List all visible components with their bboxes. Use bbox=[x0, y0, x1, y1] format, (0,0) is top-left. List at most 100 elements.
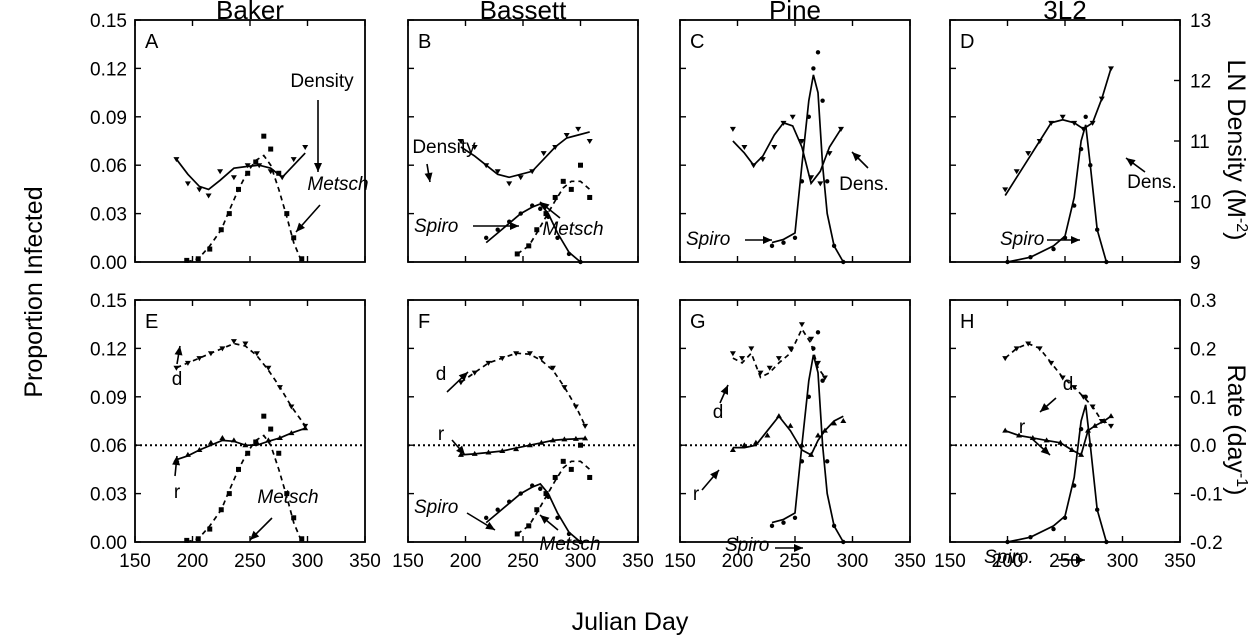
point-metsch-B-5 bbox=[560, 178, 566, 184]
point-spiro-G-0 bbox=[769, 523, 775, 529]
annotation-metsch-A: Metsch bbox=[307, 174, 368, 195]
point-r-F-9 bbox=[572, 435, 579, 441]
point-d-E-4 bbox=[219, 346, 226, 352]
panel-letter-H: H bbox=[960, 311, 974, 333]
point-d-F-1 bbox=[471, 370, 478, 376]
annotation-d-G: d bbox=[713, 402, 724, 423]
y-tick-label-right-H-1: -0.1 bbox=[1190, 485, 1223, 506]
point-d-G-1 bbox=[739, 356, 746, 362]
annotation-dens-C: Dens. bbox=[839, 174, 889, 195]
point-r-G-0 bbox=[729, 447, 736, 453]
point-r-F-1 bbox=[471, 450, 478, 456]
point-density-C-2 bbox=[750, 163, 757, 169]
point-spiro-D-5 bbox=[1078, 146, 1084, 152]
point-density-A-9 bbox=[279, 175, 286, 181]
point-d-F-9 bbox=[572, 404, 579, 410]
point-r-F-5 bbox=[526, 442, 533, 448]
point-r-G-4 bbox=[775, 413, 782, 419]
panel-frame-A bbox=[134, 19, 366, 263]
annotation-spiro-F: Spiro bbox=[414, 497, 458, 518]
panel-D: D 9 10 11 12 13 Spiro Dens. bbox=[949, 11, 1211, 274]
point-d-H-10 bbox=[1108, 423, 1114, 429]
series-line-metsch-E bbox=[186, 434, 303, 543]
point-d-G-4 bbox=[766, 365, 773, 371]
column-titles: Baker Bassett Pine 3L2 bbox=[216, 0, 1087, 25]
point-density-B-7 bbox=[540, 151, 547, 157]
x-tick-label-H-1: 200 bbox=[992, 551, 1024, 572]
point-r-G-3 bbox=[764, 432, 771, 438]
point-d-F-8 bbox=[561, 385, 568, 391]
point-spiro-F-8 bbox=[566, 531, 572, 537]
annotation-arrow-d-H-head bbox=[1040, 403, 1050, 412]
point-spiro-F-9 bbox=[578, 539, 583, 545]
series-line-d-H bbox=[1004, 342, 1112, 427]
point-density-C-4 bbox=[771, 145, 778, 151]
point-d-H-8 bbox=[1089, 404, 1096, 410]
point-metsch-A-2 bbox=[207, 246, 213, 252]
point-metsch-E-11 bbox=[284, 491, 290, 497]
point-spiro-C-1 bbox=[781, 240, 786, 245]
annotation-arrow-d-G-head bbox=[720, 385, 728, 395]
point-spiro-D-0 bbox=[1005, 259, 1010, 265]
annotation-arrow-d-F-head bbox=[458, 372, 468, 382]
y-tick-label-left-E-1: 0.03 bbox=[90, 485, 127, 506]
point-metsch-B-1 bbox=[526, 243, 532, 249]
panel-frame-E bbox=[134, 299, 366, 543]
point-metsch-A-10 bbox=[276, 170, 282, 176]
axis-titles: Julian Day Proportion Infected LN Densit… bbox=[20, 60, 1250, 636]
point-r-F-2 bbox=[485, 449, 492, 455]
x-tick-label-F-4: 350 bbox=[622, 551, 654, 572]
y-tick-label-left-A-0: 0.00 bbox=[90, 253, 127, 274]
point-metsch-B-3 bbox=[543, 211, 549, 217]
series-line-density-A bbox=[175, 152, 306, 191]
x-tick-label-F-2: 250 bbox=[507, 551, 539, 572]
point-d-E-8 bbox=[265, 365, 272, 371]
annotation-arrow-spiro-F-head bbox=[485, 521, 495, 530]
point-r-E-9 bbox=[276, 434, 283, 440]
point-metsch-F-3 bbox=[543, 491, 549, 497]
point-spiro-D-3 bbox=[1062, 235, 1068, 240]
point-spiro-B-7 bbox=[555, 235, 560, 240]
point-density-C-0 bbox=[729, 126, 736, 132]
point-metsch-A-0 bbox=[184, 257, 190, 263]
annotation-arrow-dens-D-head bbox=[1126, 158, 1136, 167]
point-r-G-5 bbox=[787, 422, 794, 428]
point-spiro-D-1 bbox=[1028, 254, 1033, 260]
point-spiro-B-4 bbox=[530, 203, 535, 208]
point-metsch-F-1 bbox=[526, 523, 532, 529]
point-spiro-C-9 bbox=[831, 243, 837, 249]
point-density-B-2 bbox=[483, 163, 490, 169]
panel-A: A 0.00 0.03 0.06 0.09 0.12 0.15 Density Metsch bbox=[90, 11, 369, 274]
point-metsch-F-5 bbox=[560, 458, 566, 464]
point-density-C-11 bbox=[838, 126, 844, 132]
annotation-arrow-dens-C-head bbox=[852, 152, 862, 162]
point-metsch-E-2 bbox=[207, 526, 213, 532]
point-density-D-1 bbox=[1013, 169, 1020, 175]
annotation-density-B: Density bbox=[412, 137, 476, 158]
series-line-metsch-F bbox=[516, 460, 591, 535]
point-r-E-6 bbox=[242, 442, 249, 448]
point-density-B-3 bbox=[494, 169, 501, 175]
point-spiro-C-8 bbox=[825, 179, 830, 184]
point-metsch-A-12 bbox=[291, 235, 297, 241]
point-spiro-G-9 bbox=[831, 523, 837, 529]
point-density-A-5 bbox=[230, 175, 237, 181]
point-r-H-8 bbox=[1091, 422, 1098, 428]
point-d-H-1 bbox=[1013, 346, 1020, 352]
point-spiro-C-0 bbox=[769, 243, 775, 249]
annotation-r-G: r bbox=[693, 484, 700, 505]
y-tick-label-right-H-2: 0.0 bbox=[1190, 436, 1216, 457]
annotation-arrow-r-G-head bbox=[710, 470, 719, 480]
point-density-B-6 bbox=[529, 169, 536, 175]
point-d-G-7 bbox=[798, 322, 805, 328]
x-tick-label-F-3: 300 bbox=[565, 551, 597, 572]
y-tick-label-right-H-4: 0.2 bbox=[1190, 339, 1216, 360]
point-d-F-10 bbox=[582, 423, 589, 429]
point-density-B-0 bbox=[457, 139, 464, 144]
point-metsch-E-13 bbox=[299, 536, 305, 542]
point-spiro-H-0 bbox=[1005, 539, 1010, 545]
point-spiro-G-2 bbox=[792, 515, 798, 520]
point-d-G-2 bbox=[748, 346, 755, 352]
panel-G: G 150 200 250 300 350 d r Spiro bbox=[664, 299, 926, 572]
point-spiro-G-1 bbox=[781, 520, 786, 525]
